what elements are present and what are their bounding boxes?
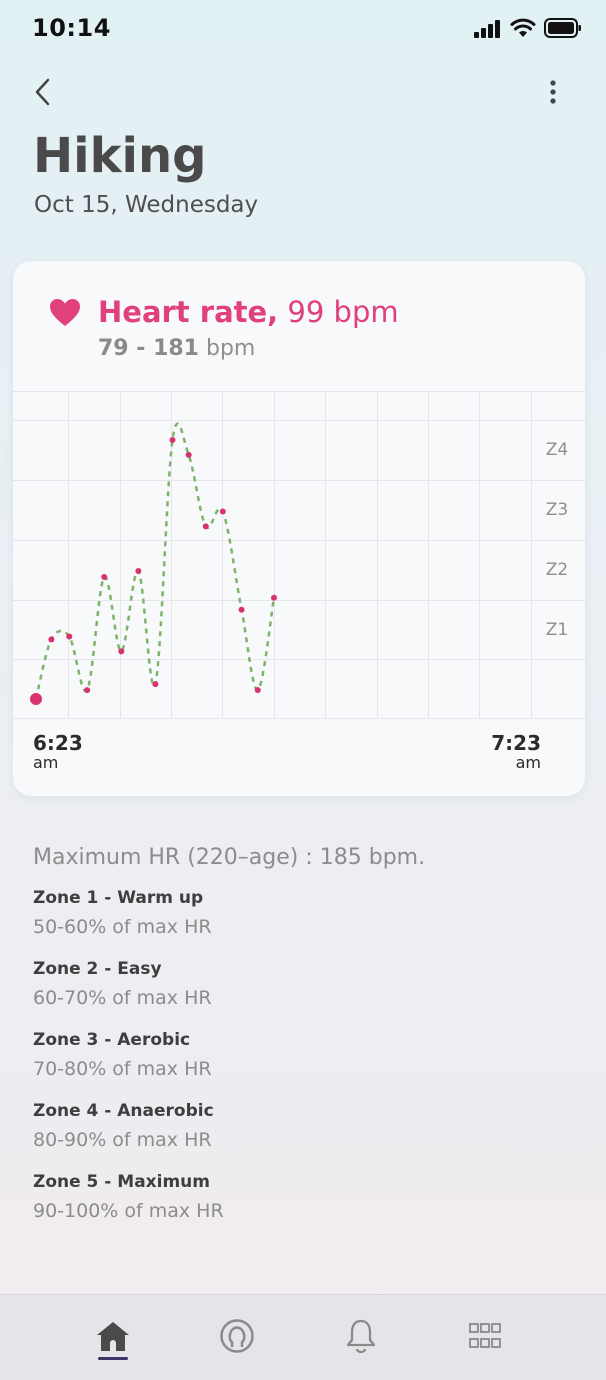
zone-label-z1: Z1 bbox=[546, 620, 568, 640]
chart-end-period: am bbox=[516, 755, 541, 771]
heart-rate-point bbox=[152, 681, 158, 687]
zone-title: Zone 2 - Easy bbox=[33, 959, 573, 979]
bottom-navigation bbox=[0, 1294, 606, 1380]
zone-description: 80-90% of max HR bbox=[33, 1129, 573, 1151]
status-time: 10:14 bbox=[32, 14, 111, 42]
status-bar: 10:14 bbox=[0, 0, 606, 60]
nav-home[interactable] bbox=[88, 1311, 138, 1361]
zones-info: Maximum HR (220–age) : 185 bpm. Zone 1 -… bbox=[33, 845, 573, 1243]
zone-item: Zone 1 - Warm up 50-60% of max HR bbox=[33, 888, 573, 938]
status-icons bbox=[474, 18, 582, 42]
heart-rate-point bbox=[186, 452, 192, 458]
zone-title: Zone 5 - Maximum bbox=[33, 1172, 573, 1192]
heart-rate-range: 79 - 181 bpm bbox=[98, 336, 255, 361]
nav-apps[interactable] bbox=[460, 1311, 510, 1361]
nav-profile[interactable] bbox=[212, 1311, 262, 1361]
heart-rate-start-point bbox=[30, 693, 42, 705]
cellular-signal-icon bbox=[474, 20, 502, 42]
page-date: Oct 15, Wednesday bbox=[34, 192, 258, 218]
heart-rate-range-value: 79 - 181 bbox=[98, 336, 199, 361]
home-icon bbox=[95, 1320, 131, 1352]
zone-title: Zone 1 - Warm up bbox=[33, 888, 573, 908]
zone-item: Zone 2 - Easy 60-70% of max HR bbox=[33, 959, 573, 1009]
apps-grid-icon bbox=[469, 1323, 501, 1349]
heart-rate-point bbox=[255, 687, 261, 693]
heart-rate-point bbox=[101, 574, 107, 580]
zone-title: Zone 4 - Anaerobic bbox=[33, 1101, 573, 1121]
heart-rate-chart: Z1 Z2 Z3 Z4 bbox=[13, 391, 585, 719]
heart-rate-point bbox=[169, 437, 175, 443]
chart-grid bbox=[13, 391, 585, 719]
zone-description: 50-60% of max HR bbox=[33, 916, 573, 938]
heart-rate-point bbox=[84, 687, 90, 693]
heart-rate-points bbox=[30, 437, 277, 705]
zone-item: Zone 5 - Maximum 90-100% of max HR bbox=[33, 1172, 573, 1222]
heart-rate-point bbox=[66, 633, 72, 639]
chevron-left-icon bbox=[33, 77, 53, 107]
heart-rate-point bbox=[239, 607, 245, 613]
heart-rate-title-prefix: Heart rate, bbox=[98, 295, 278, 329]
zone-description: 70-80% of max HR bbox=[33, 1058, 573, 1080]
heart-rate-line bbox=[36, 424, 274, 699]
heart-rate-point bbox=[118, 648, 124, 654]
heart-icon bbox=[49, 298, 81, 331]
heart-rate-range-unit: bpm bbox=[206, 336, 255, 361]
zone-item: Zone 3 - Aerobic 70-80% of max HR bbox=[33, 1030, 573, 1080]
profile-icon bbox=[219, 1318, 255, 1354]
heart-rate-point bbox=[48, 636, 54, 642]
heart-rate-title: Heart rate, 99 bpm bbox=[98, 295, 399, 329]
active-tab-indicator bbox=[98, 1357, 128, 1360]
zone-item: Zone 4 - Anaerobic 80-90% of max HR bbox=[33, 1101, 573, 1151]
zone-description: 60-70% of max HR bbox=[33, 987, 573, 1009]
chart-end-time: 7:23 bbox=[491, 733, 541, 753]
max-hr-text: Maximum HR (220–age) : 185 bpm. bbox=[33, 845, 573, 870]
heart-rate-card[interactable]: Heart rate, 99 bpm 79 - 181 bpm Z1 Z2 Z3 Z4… bbox=[13, 261, 585, 796]
more-vertical-icon bbox=[549, 79, 557, 105]
chart-start-period: am bbox=[33, 755, 58, 771]
zone-label-z2: Z2 bbox=[546, 560, 568, 580]
zone-label-z3: Z3 bbox=[546, 500, 568, 520]
zone-title: Zone 3 - Aerobic bbox=[33, 1030, 573, 1050]
heart-rate-point bbox=[135, 568, 141, 574]
wifi-icon bbox=[510, 18, 536, 42]
bell-icon bbox=[344, 1318, 378, 1354]
nav-notifications[interactable] bbox=[336, 1311, 386, 1361]
heart-rate-point bbox=[203, 523, 209, 529]
chart-start-time: 6:23 bbox=[33, 733, 83, 753]
page-title: Hiking bbox=[33, 128, 207, 184]
zone-description: 90-100% of max HR bbox=[33, 1200, 573, 1222]
back-button[interactable] bbox=[23, 72, 63, 112]
zone-label-z4: Z4 bbox=[546, 440, 568, 460]
heart-rate-point bbox=[271, 595, 277, 601]
heart-rate-point bbox=[220, 508, 226, 514]
heart-rate-average: 99 bpm bbox=[287, 295, 398, 329]
battery-icon bbox=[544, 18, 582, 42]
more-options-button[interactable] bbox=[533, 72, 573, 112]
